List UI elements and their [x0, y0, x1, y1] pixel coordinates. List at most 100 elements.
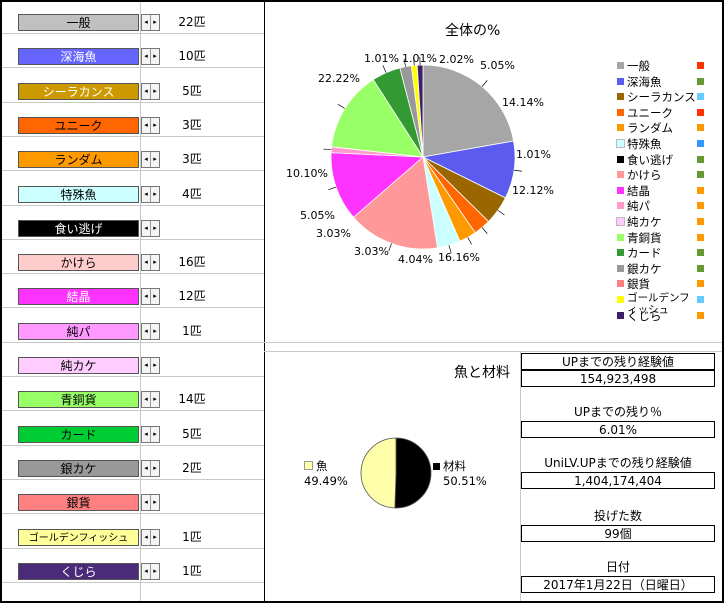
item-spinner[interactable]: ◂▸	[141, 391, 160, 408]
legend-item: ユニーク	[617, 105, 717, 121]
item-label[interactable]: 特殊魚	[18, 186, 139, 203]
exp-value-cell[interactable]: 154,923,498	[521, 370, 715, 387]
item-spinner[interactable]: ◂▸	[141, 151, 160, 168]
item-spinner[interactable]: ◂▸	[141, 426, 160, 443]
item-spinner[interactable]: ◂▸	[141, 357, 160, 374]
increment-arrow-icon[interactable]: ▸	[151, 324, 159, 339]
item-spinner[interactable]: ◂▸	[141, 220, 160, 237]
item-label[interactable]: ランダム	[18, 151, 139, 168]
increment-arrow-icon[interactable]: ▸	[151, 187, 159, 202]
decrement-arrow-icon[interactable]: ◂	[142, 564, 151, 579]
item-label[interactable]: 深海魚	[18, 48, 139, 65]
increment-arrow-icon[interactable]: ▸	[151, 358, 159, 373]
decrement-arrow-icon[interactable]: ◂	[142, 221, 151, 236]
item-label[interactable]: シーラカンス	[18, 83, 139, 100]
decrement-arrow-icon[interactable]: ◂	[142, 152, 151, 167]
increment-arrow-icon[interactable]: ▸	[151, 392, 159, 407]
pie-data-label: 16.16%	[438, 251, 480, 264]
thrown-label-cell[interactable]: 投げた数	[521, 508, 715, 525]
item-label[interactable]: カード	[18, 426, 139, 443]
item-count[interactable]: 12匹	[162, 288, 222, 305]
increment-arrow-icon[interactable]: ▸	[151, 530, 159, 545]
decrement-arrow-icon[interactable]: ◂	[142, 49, 151, 64]
item-spinner[interactable]: ◂▸	[141, 117, 160, 134]
item-count[interactable]: 3匹	[162, 117, 222, 134]
item-label[interactable]: ゴールデンフィッシュ	[18, 529, 139, 546]
item-spinner[interactable]: ◂▸	[141, 186, 160, 203]
exp-label-cell[interactable]: UPまでの残り経験値	[521, 353, 715, 370]
item-label[interactable]: 青銅貨	[18, 391, 139, 408]
item-count[interactable]: 1匹	[162, 323, 222, 340]
decrement-arrow-icon[interactable]: ◂	[142, 289, 151, 304]
item-count[interactable]: 14匹	[162, 391, 222, 408]
increment-arrow-icon[interactable]: ▸	[151, 289, 159, 304]
item-label[interactable]: 純カケ	[18, 357, 139, 374]
item-spinner[interactable]: ◂▸	[141, 14, 160, 31]
increment-arrow-icon[interactable]: ▸	[151, 255, 159, 270]
decrement-arrow-icon[interactable]: ◂	[142, 255, 151, 270]
item-spinner[interactable]: ◂▸	[141, 323, 160, 340]
item-label[interactable]: 銀カケ	[18, 460, 139, 477]
item-count[interactable]: 1匹	[162, 563, 222, 580]
item-label[interactable]: 銀貨	[18, 494, 139, 511]
item-count[interactable]: 2匹	[162, 460, 222, 477]
item-count[interactable]	[162, 220, 222, 237]
item-label[interactable]: 純パ	[18, 323, 139, 340]
item-label[interactable]: 結晶	[18, 288, 139, 305]
increment-arrow-icon[interactable]: ▸	[151, 427, 159, 442]
increment-arrow-icon[interactable]: ▸	[151, 84, 159, 99]
pie-slice-1	[395, 438, 431, 508]
thrown-value-cell[interactable]: 99個	[521, 525, 715, 542]
legend-marker-icon	[697, 62, 704, 69]
decrement-arrow-icon[interactable]: ◂	[142, 495, 151, 510]
decrement-arrow-icon[interactable]: ◂	[142, 530, 151, 545]
item-label[interactable]: 食い逃げ	[18, 220, 139, 237]
item-count[interactable]: 3匹	[162, 151, 222, 168]
item-spinner[interactable]: ◂▸	[141, 48, 160, 65]
increment-arrow-icon[interactable]: ▸	[151, 152, 159, 167]
increment-arrow-icon[interactable]: ▸	[151, 461, 159, 476]
item-count[interactable]: 4匹	[162, 186, 222, 203]
item-spinner[interactable]: ◂▸	[141, 563, 160, 580]
pct-label-cell[interactable]: UPまでの残り％	[521, 404, 715, 421]
item-spinner[interactable]: ◂▸	[141, 460, 160, 477]
unilv-value-cell[interactable]: 1,404,174,404	[521, 472, 715, 489]
item-count[interactable]: 16匹	[162, 254, 222, 271]
item-label[interactable]: 一般	[18, 14, 139, 31]
decrement-arrow-icon[interactable]: ◂	[142, 392, 151, 407]
item-spinner[interactable]: ◂▸	[141, 254, 160, 271]
pct-value-cell[interactable]: 6.01%	[521, 421, 715, 438]
date-label-cell[interactable]: 日付	[521, 559, 715, 576]
decrement-arrow-icon[interactable]: ◂	[142, 324, 151, 339]
decrement-arrow-icon[interactable]: ◂	[142, 15, 151, 30]
item-count[interactable]: 10匹	[162, 48, 222, 65]
grid-row-line	[2, 342, 264, 343]
item-count[interactable]: 5匹	[162, 83, 222, 100]
item-spinner[interactable]: ◂▸	[141, 83, 160, 100]
decrement-arrow-icon[interactable]: ◂	[142, 358, 151, 373]
item-count[interactable]	[162, 357, 222, 374]
increment-arrow-icon[interactable]: ▸	[151, 564, 159, 579]
unilv-label-cell[interactable]: UniLV.UPまでの残り経験値	[521, 455, 715, 472]
item-count[interactable]	[162, 494, 222, 511]
increment-arrow-icon[interactable]: ▸	[151, 49, 159, 64]
decrement-arrow-icon[interactable]: ◂	[142, 461, 151, 476]
item-count[interactable]: 22匹	[162, 14, 222, 31]
date-value-cell[interactable]: 2017年1月22日（日曜日）	[521, 576, 715, 593]
item-label[interactable]: ユニーク	[18, 117, 139, 134]
item-label[interactable]: かけら	[18, 254, 139, 271]
item-count[interactable]: 1匹	[162, 529, 222, 546]
increment-arrow-icon[interactable]: ▸	[151, 118, 159, 133]
item-spinner[interactable]: ◂▸	[141, 288, 160, 305]
item-count[interactable]: 5匹	[162, 426, 222, 443]
increment-arrow-icon[interactable]: ▸	[151, 221, 159, 236]
decrement-arrow-icon[interactable]: ◂	[142, 84, 151, 99]
item-spinner[interactable]: ◂▸	[141, 529, 160, 546]
decrement-arrow-icon[interactable]: ◂	[142, 118, 151, 133]
item-spinner[interactable]: ◂▸	[141, 494, 160, 511]
decrement-arrow-icon[interactable]: ◂	[142, 187, 151, 202]
item-label[interactable]: くじら	[18, 563, 139, 580]
increment-arrow-icon[interactable]: ▸	[151, 495, 159, 510]
decrement-arrow-icon[interactable]: ◂	[142, 427, 151, 442]
increment-arrow-icon[interactable]: ▸	[151, 15, 159, 30]
